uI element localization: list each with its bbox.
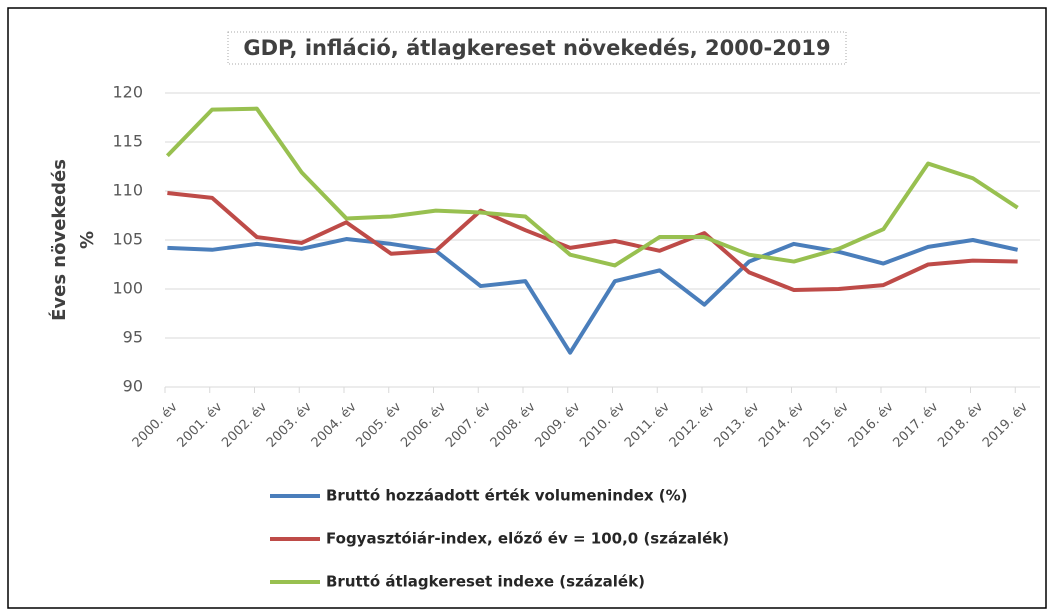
line-series: [167, 190, 1018, 292]
legend-label: Bruttó hozzáadott érték volumenindex (%): [326, 487, 688, 505]
legend-label: Fogyasztóiár-index, előző év = 100,0 (sz…: [326, 530, 729, 548]
chart-title: GDP, infláció, átlagkereset növekedés, 2…: [243, 36, 830, 60]
y-tick-label: 95: [123, 328, 143, 347]
chart-border: [7, 7, 1047, 609]
title-box: [227, 31, 847, 65]
line-series: [165, 106, 1019, 268]
y-tick-label: 110: [112, 181, 143, 200]
y-tick-label: 120: [112, 83, 143, 102]
y-axis-label: Éves növekedés: [48, 159, 70, 321]
y-tick-label: 115: [112, 132, 143, 151]
y-tick-label: 100: [112, 279, 143, 298]
y-tick-label: 105: [112, 230, 143, 249]
y-tick-label: 90: [123, 377, 143, 396]
legend-label: Bruttó átlagkereset indexe (százalék): [326, 573, 645, 591]
y-axis-label: %: [77, 231, 98, 249]
line-series: [167, 237, 1019, 355]
